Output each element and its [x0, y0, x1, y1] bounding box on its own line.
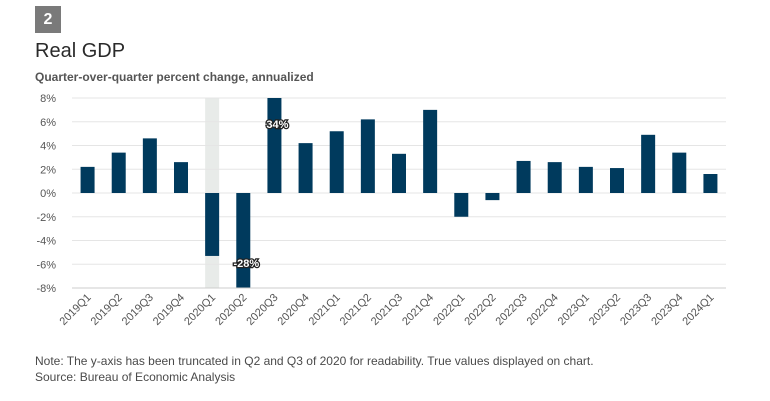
x-tick-label: 2020Q1: [182, 292, 218, 328]
chart-title: Real GDP: [35, 40, 126, 62]
bar-2022Q1: [454, 193, 469, 217]
y-tick-label: 6%: [40, 117, 56, 129]
source-text: Source: Bureau of Economic Analysis: [35, 370, 236, 384]
bar-2019Q2: [111, 152, 126, 193]
y-tick-label: -2%: [36, 212, 56, 224]
bar-2020Q4: [298, 143, 313, 193]
bar-2021Q2: [360, 119, 375, 193]
bar-2022Q3: [516, 160, 531, 193]
bar-2023Q2: [610, 168, 624, 193]
x-tick-label: 2021Q1: [307, 292, 343, 328]
data-label-2020Q3: 34%: [266, 119, 288, 131]
bar-2019Q4: [174, 162, 188, 193]
x-tick-label: 2023Q3: [618, 292, 654, 328]
bar-2024Q1: [703, 174, 718, 193]
bar-2021Q4: [423, 109, 438, 193]
bar-2022Q4: [547, 162, 562, 193]
x-tick-label: 2023Q4: [649, 292, 685, 328]
x-tick-label: 2021Q4: [400, 292, 436, 328]
chart-footnote: Note: The y-axis has been truncated in Q…: [35, 353, 594, 385]
x-tick-label: 2019Q3: [120, 292, 156, 328]
x-tick-label: 2020Q2: [213, 292, 249, 328]
note-text: Note: The y-axis has been truncated in Q…: [35, 354, 594, 368]
x-tick-label: 2021Q3: [369, 292, 405, 328]
chart-subtitle: Quarter-over-quarter percent change, ann…: [35, 70, 314, 84]
x-tick-label: 2019Q2: [89, 292, 125, 328]
bar-2022Q2: [485, 193, 500, 201]
bar-2019Q1: [80, 166, 95, 193]
bar-2020Q1: [205, 193, 220, 256]
x-tick-label: 2023Q1: [556, 292, 592, 328]
x-tick-label: 2020Q3: [244, 292, 280, 328]
y-tick-label: 4%: [40, 141, 56, 153]
y-tick-label: -4%: [36, 236, 56, 248]
chart-number-badge: 2: [35, 6, 61, 33]
bar-2023Q1: [578, 166, 593, 193]
data-label-2020Q2: -28%: [233, 258, 259, 270]
y-tick-label: -8%: [36, 283, 56, 295]
bar-2023Q3: [641, 134, 656, 193]
x-tick-label: 2019Q1: [58, 292, 94, 328]
x-tick-label: 2023Q2: [587, 292, 623, 328]
bar-2021Q3: [392, 153, 406, 193]
bar-2021Q1: [329, 131, 344, 193]
x-tick-label: 2022Q1: [431, 292, 467, 328]
x-tick-label: 2022Q3: [494, 292, 530, 328]
x-tick-label: 2019Q4: [151, 292, 187, 328]
y-tick-label: 2%: [40, 164, 56, 176]
x-tick-label: 2021Q2: [338, 292, 374, 328]
bar-2020Q2: [236, 193, 251, 288]
x-tick-label: 2022Q2: [462, 292, 498, 328]
x-tick-label: 2020Q4: [276, 292, 312, 328]
x-tick-label: 2022Q4: [525, 292, 561, 328]
y-tick-label: 8%: [40, 93, 56, 105]
x-tick-label: 2024Q1: [680, 292, 716, 328]
y-tick-label: 0%: [40, 188, 56, 200]
y-tick-label: -6%: [36, 259, 56, 271]
bar-2019Q3: [142, 138, 157, 193]
bar-2023Q4: [672, 152, 687, 193]
bar-2020Q3: [267, 98, 282, 193]
